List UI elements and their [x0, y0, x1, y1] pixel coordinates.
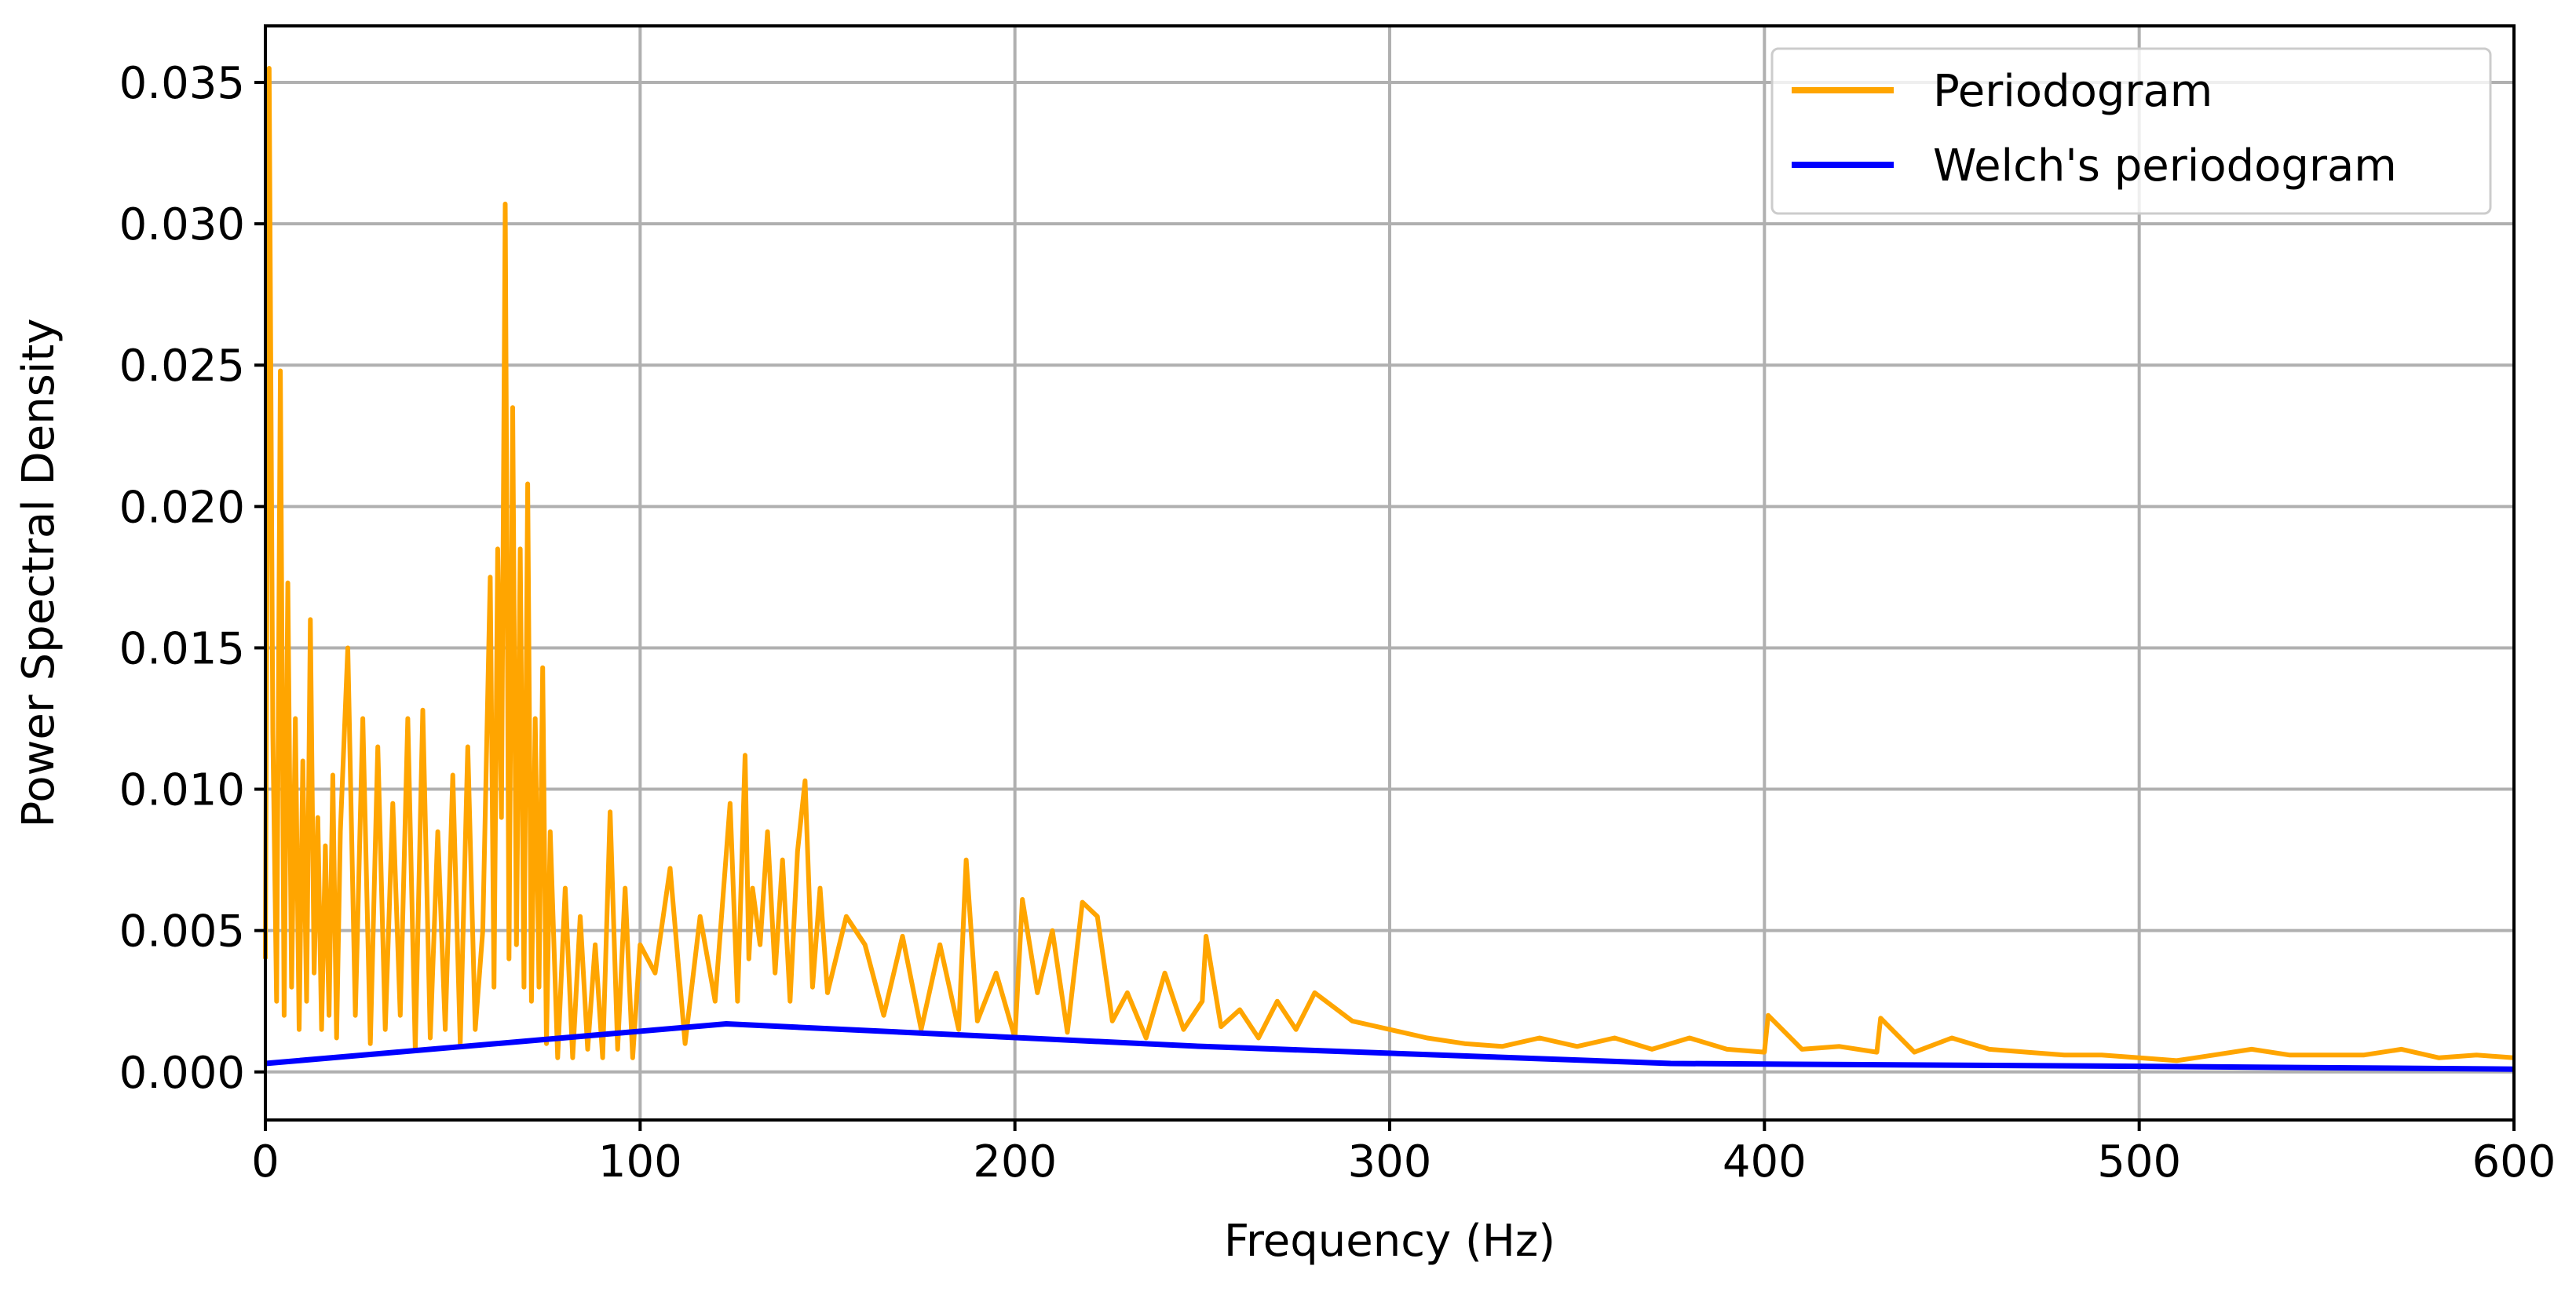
y-axis-title: Power Spectral Density: [13, 318, 64, 827]
y-tick-label: 0.010: [119, 765, 245, 816]
x-axis-title: Frequency (Hz): [1224, 1216, 1555, 1267]
y-tick-label: 0.020: [119, 482, 245, 533]
legend: Periodogram Welch's periodogram: [1770, 47, 2492, 215]
x-tick-label: 0: [251, 1136, 280, 1187]
x-tick-label: 500: [2097, 1136, 2181, 1187]
x-tick-label: 300: [1348, 1136, 1432, 1187]
legend-label-welch: Welch's periodogram: [1933, 140, 2397, 192]
y-tick-label: 0.005: [119, 906, 245, 958]
x-tick-label: 100: [598, 1136, 682, 1187]
series-line-welch: [265, 1021, 2515, 1072]
y-tick-label: 0.030: [119, 199, 245, 250]
legend-box: [1770, 47, 2492, 215]
x-tick-label: 400: [1723, 1136, 1807, 1187]
y-tick-label: 0.000: [119, 1048, 245, 1099]
axis-ticks: 0 100 200 300 400 500 600 0.000 0.005 0.010 0.015 0…: [119, 58, 2556, 1187]
series-line-periodogram: [263, 66, 2515, 1063]
x-tick-label: 200: [973, 1136, 1057, 1187]
plot-series: [263, 66, 2515, 1072]
y-tick-label: 0.035: [119, 58, 245, 109]
y-tick-label: 0.025: [119, 341, 245, 392]
y-tick-label: 0.015: [119, 623, 245, 674]
legend-label-periodogram: Periodogram: [1933, 66, 2212, 117]
x-tick-label: 600: [2472, 1136, 2556, 1187]
